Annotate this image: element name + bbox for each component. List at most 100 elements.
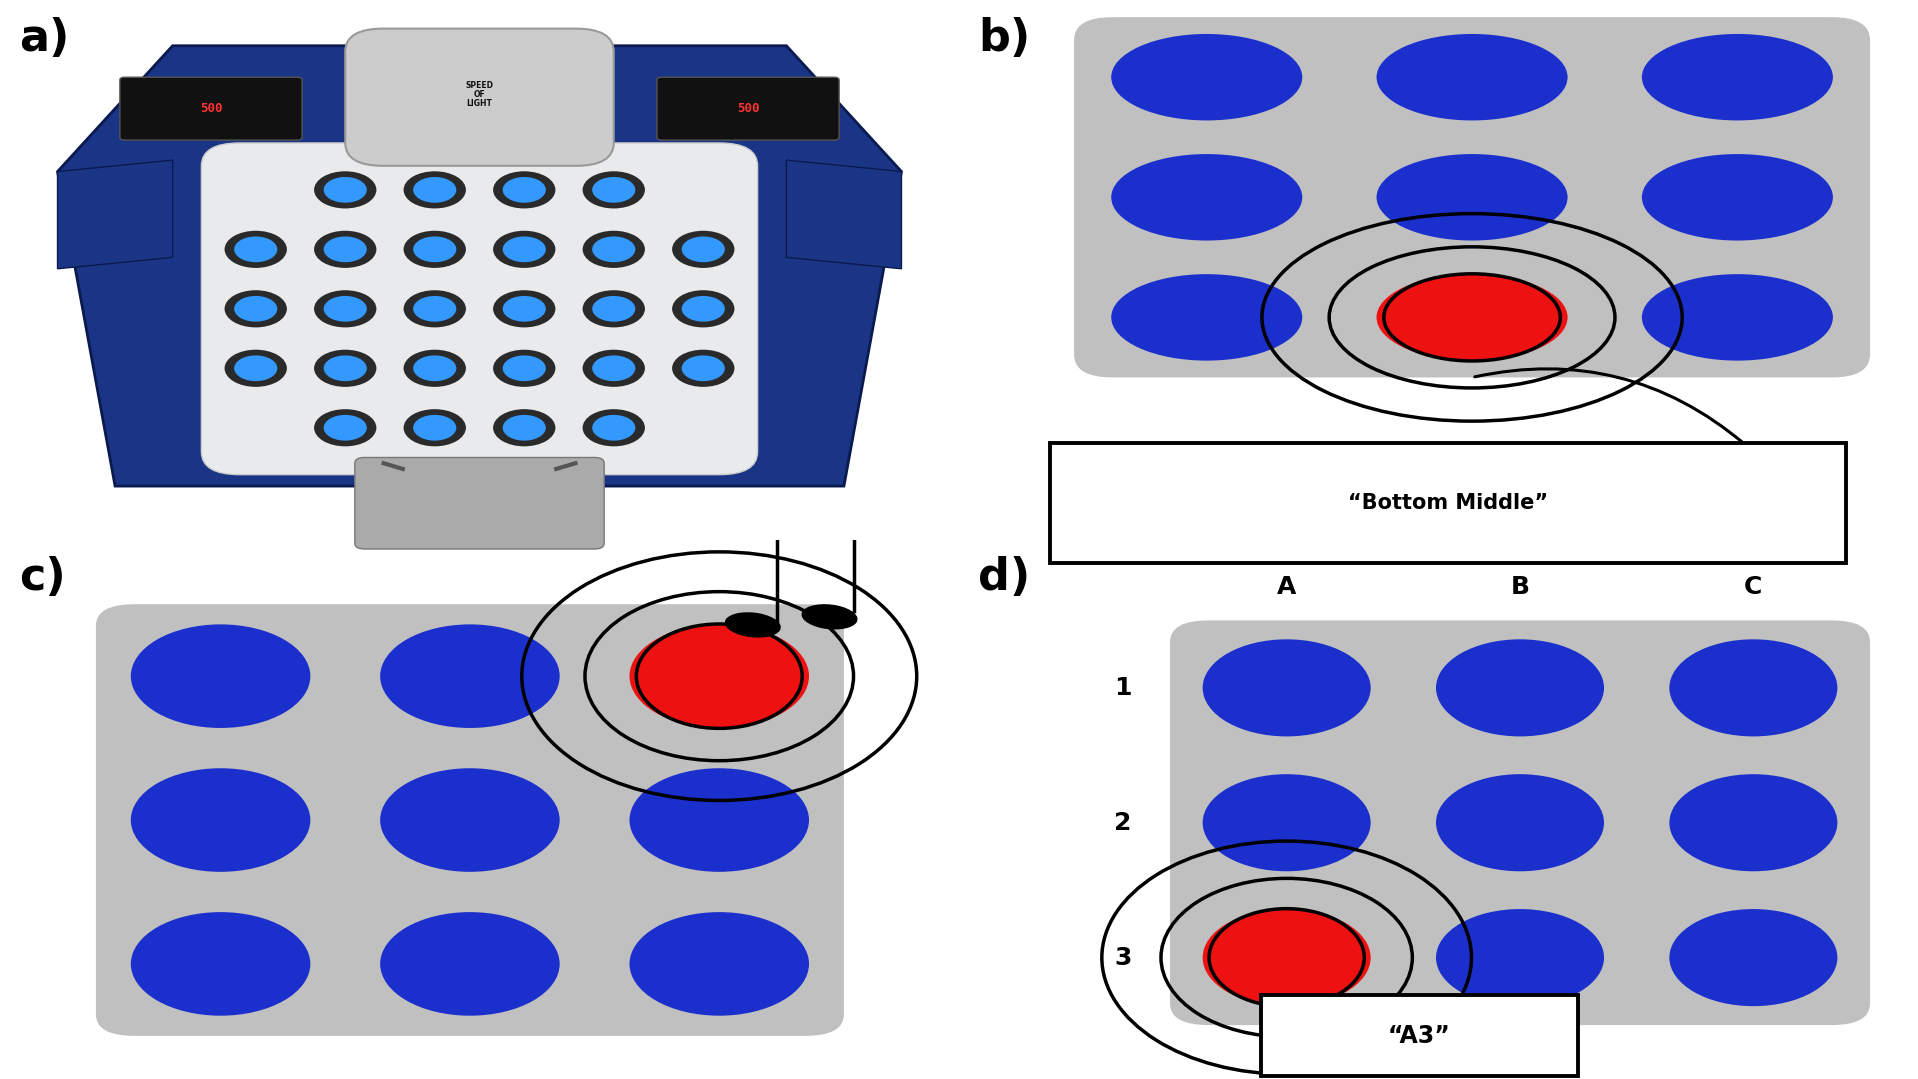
- Ellipse shape: [1203, 639, 1371, 736]
- FancyBboxPatch shape: [1262, 995, 1577, 1077]
- Ellipse shape: [493, 290, 556, 327]
- Ellipse shape: [1642, 33, 1834, 121]
- Ellipse shape: [583, 350, 644, 387]
- Text: 1: 1: [1114, 675, 1132, 700]
- Text: c): c): [19, 556, 65, 599]
- Ellipse shape: [1203, 775, 1371, 872]
- Ellipse shape: [725, 612, 781, 638]
- Ellipse shape: [380, 768, 560, 872]
- Ellipse shape: [1437, 639, 1603, 736]
- Ellipse shape: [224, 290, 288, 327]
- Ellipse shape: [671, 231, 735, 268]
- Ellipse shape: [1669, 909, 1837, 1006]
- Ellipse shape: [1203, 909, 1371, 1006]
- FancyBboxPatch shape: [1170, 620, 1870, 1025]
- Ellipse shape: [629, 625, 809, 728]
- Ellipse shape: [234, 296, 278, 322]
- Ellipse shape: [130, 625, 311, 728]
- Ellipse shape: [324, 355, 366, 381]
- Ellipse shape: [403, 231, 466, 268]
- Ellipse shape: [234, 355, 278, 381]
- Ellipse shape: [593, 177, 635, 203]
- FancyBboxPatch shape: [345, 28, 614, 166]
- Ellipse shape: [671, 290, 735, 327]
- FancyBboxPatch shape: [201, 142, 758, 475]
- Ellipse shape: [503, 355, 547, 381]
- Polygon shape: [58, 45, 901, 486]
- Ellipse shape: [503, 236, 547, 262]
- Ellipse shape: [681, 355, 725, 381]
- Ellipse shape: [583, 172, 644, 208]
- Ellipse shape: [493, 172, 556, 208]
- Ellipse shape: [1377, 154, 1567, 241]
- Ellipse shape: [1111, 154, 1302, 241]
- Ellipse shape: [1377, 274, 1567, 360]
- Ellipse shape: [1669, 775, 1837, 872]
- Ellipse shape: [234, 236, 278, 262]
- Text: 3: 3: [1114, 945, 1132, 970]
- Ellipse shape: [583, 409, 644, 447]
- Ellipse shape: [1669, 639, 1837, 736]
- Ellipse shape: [681, 296, 725, 322]
- Ellipse shape: [412, 236, 456, 262]
- Ellipse shape: [583, 290, 644, 327]
- Ellipse shape: [493, 350, 556, 387]
- Ellipse shape: [324, 236, 366, 262]
- FancyBboxPatch shape: [1074, 17, 1870, 378]
- FancyBboxPatch shape: [96, 604, 844, 1036]
- Ellipse shape: [1642, 274, 1834, 360]
- Ellipse shape: [315, 409, 376, 447]
- Ellipse shape: [629, 912, 809, 1015]
- Ellipse shape: [324, 296, 366, 322]
- Ellipse shape: [503, 296, 547, 322]
- Ellipse shape: [130, 768, 311, 872]
- Polygon shape: [786, 160, 901, 269]
- Ellipse shape: [1377, 33, 1567, 121]
- Ellipse shape: [802, 604, 857, 629]
- Ellipse shape: [403, 172, 466, 208]
- Text: SPEED
OF
LIGHT: SPEED OF LIGHT: [466, 81, 493, 108]
- Ellipse shape: [224, 350, 288, 387]
- Ellipse shape: [324, 415, 366, 440]
- FancyBboxPatch shape: [1051, 443, 1845, 563]
- FancyBboxPatch shape: [119, 78, 303, 140]
- Text: A: A: [1277, 575, 1297, 599]
- Text: “A3”: “A3”: [1389, 1024, 1450, 1048]
- Ellipse shape: [593, 296, 635, 322]
- Ellipse shape: [671, 350, 735, 387]
- Ellipse shape: [380, 625, 560, 728]
- Ellipse shape: [412, 296, 456, 322]
- Ellipse shape: [315, 231, 376, 268]
- FancyBboxPatch shape: [355, 457, 604, 549]
- Ellipse shape: [493, 231, 556, 268]
- Text: C: C: [1743, 575, 1763, 599]
- Ellipse shape: [503, 177, 547, 203]
- Ellipse shape: [403, 409, 466, 447]
- Ellipse shape: [681, 236, 725, 262]
- Text: b): b): [978, 17, 1030, 60]
- Ellipse shape: [1437, 909, 1603, 1006]
- Text: 2: 2: [1114, 810, 1132, 835]
- Ellipse shape: [412, 355, 456, 381]
- Ellipse shape: [503, 415, 547, 440]
- Ellipse shape: [593, 355, 635, 381]
- Ellipse shape: [315, 172, 376, 208]
- Text: 500: 500: [737, 103, 760, 115]
- Ellipse shape: [412, 415, 456, 440]
- Ellipse shape: [324, 177, 366, 203]
- Text: B: B: [1511, 575, 1529, 599]
- Ellipse shape: [583, 231, 644, 268]
- Ellipse shape: [403, 290, 466, 327]
- Ellipse shape: [130, 912, 311, 1015]
- Ellipse shape: [593, 236, 635, 262]
- Ellipse shape: [1437, 775, 1603, 872]
- Text: a): a): [19, 17, 69, 60]
- Ellipse shape: [1642, 154, 1834, 241]
- Ellipse shape: [403, 350, 466, 387]
- Text: d): d): [978, 556, 1030, 599]
- Ellipse shape: [629, 768, 809, 872]
- Ellipse shape: [1111, 274, 1302, 360]
- Ellipse shape: [593, 415, 635, 440]
- Polygon shape: [58, 160, 173, 269]
- Ellipse shape: [315, 350, 376, 387]
